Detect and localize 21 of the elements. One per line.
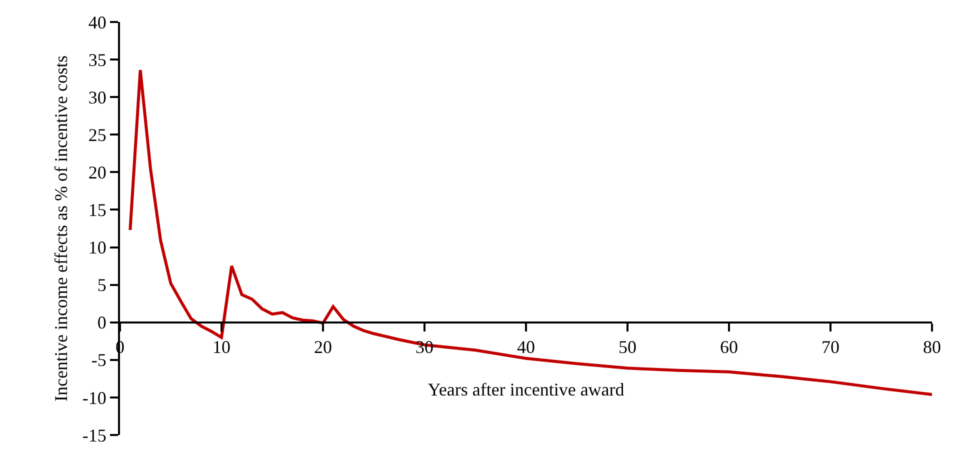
y-tick-label: 0 xyxy=(97,312,106,333)
y-tick-label: 20 xyxy=(88,162,106,182)
y-tick-label: 15 xyxy=(88,200,106,220)
x-tick-label: 80 xyxy=(923,336,941,357)
x-tick-label: 40 xyxy=(517,336,535,357)
x-tick-label: 10 xyxy=(212,336,230,357)
y-axis-title: Incentive income effects as % of incentive costs xyxy=(51,55,72,402)
y-tick-label: 5 xyxy=(97,275,106,296)
y-tick-label: 30 xyxy=(88,87,106,108)
x-tick-label: 20 xyxy=(314,336,332,357)
x-tick-label: 60 xyxy=(720,336,738,357)
x-tick-label: 70 xyxy=(822,336,840,357)
y-tick-label: 10 xyxy=(88,238,106,258)
x-tick-label: 50 xyxy=(618,336,636,357)
y-tick-label: 35 xyxy=(88,50,106,70)
y-tick-label: 25 xyxy=(88,124,106,145)
y-tick-label: -15 xyxy=(82,425,106,446)
y-tick-label: 40 xyxy=(88,12,106,32)
x-axis-title: Years after incentive award xyxy=(428,380,624,400)
y-tick-label: -10 xyxy=(82,388,106,408)
y-tick-label: -5 xyxy=(91,350,106,370)
